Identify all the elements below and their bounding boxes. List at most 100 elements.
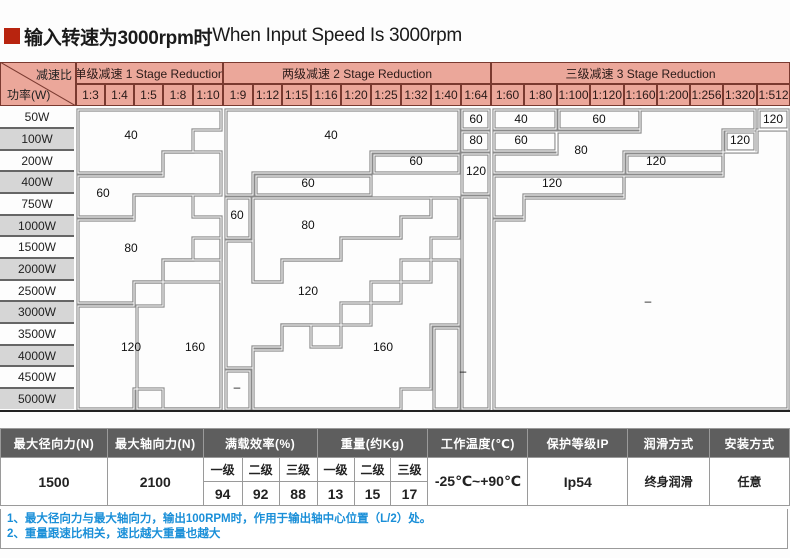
stage2-torque-120: 120 bbox=[297, 284, 319, 298]
stage2-torque-80: 80 bbox=[301, 218, 315, 232]
stage1-torque-40: 40 bbox=[124, 128, 138, 142]
stage1-torque-120: 120 bbox=[120, 340, 142, 354]
stage1-header: 单级减速 1 Stage Reduction bbox=[76, 62, 223, 84]
ratio-header: 1:200 bbox=[657, 84, 690, 106]
power-row-label: 50W bbox=[0, 106, 74, 129]
diagonal-divider-icon bbox=[0, 62, 76, 106]
power-row-label: 1500W bbox=[0, 237, 74, 259]
table-bottom-rule bbox=[0, 410, 790, 412]
axial-force-value: 2100 bbox=[106, 457, 204, 506]
stage2-ratio64-torque-120: 120 bbox=[465, 164, 487, 178]
stage2-not-available: – bbox=[459, 364, 467, 378]
mounting-header: 安装方式 bbox=[709, 428, 790, 458]
footnote-2: 2、重量跟速比相关，速比越大重量也越大 bbox=[7, 528, 221, 540]
page-title: 输入转速为3000rpm时 When Input Speed Is 3000rp… bbox=[4, 24, 462, 49]
lubrication-header: 润滑方式 bbox=[627, 428, 711, 458]
efficiency-stage-label: 三级 bbox=[278, 457, 318, 482]
title-en: When Input Speed Is 3000rpm bbox=[212, 25, 462, 46]
red-square-marker-icon bbox=[4, 28, 20, 44]
ratio-header: 1:20 bbox=[341, 84, 371, 106]
ratio-header: 1:32 bbox=[401, 84, 431, 106]
power-row-label: 4500W bbox=[0, 367, 74, 389]
radial-force-header: 最大径向力(N) bbox=[0, 428, 108, 458]
weight-header: 重量(约Kg) bbox=[316, 428, 429, 458]
ratio-header: 1:12 bbox=[253, 84, 282, 106]
weight-stage-label: 一级 bbox=[316, 457, 355, 482]
footnote-1: 1、最大径向力与最大轴向力，输出100RPM时，作用于输出轴中心位置（L/2）处… bbox=[7, 513, 432, 525]
stage2-torque-60: 60 bbox=[301, 176, 315, 190]
power-row-label: 4000W bbox=[0, 346, 74, 367]
title-cn: 输入转速为3000rpm时 bbox=[24, 27, 213, 49]
temperature-value: -25℃~+90℃ bbox=[427, 457, 529, 506]
stage2-ratio64-torque-80: 80 bbox=[469, 133, 483, 147]
stage3-torque-120: 120 bbox=[541, 176, 563, 190]
weight-value: 17 bbox=[390, 481, 429, 506]
stage1-torque-60: 60 bbox=[96, 186, 110, 200]
weight-value: 13 bbox=[316, 481, 355, 506]
ip-rating-header: 保护等级IP bbox=[527, 428, 629, 458]
stage2-torque-160: 160 bbox=[372, 340, 394, 354]
header-corner: 减速比 功率(W) bbox=[0, 62, 76, 106]
stage3-header: 三级减速 3 Stage Reduction bbox=[491, 62, 790, 84]
power-row-label: 2000W bbox=[0, 259, 74, 281]
stage3-torque-60: 60 bbox=[592, 112, 606, 126]
power-row-label: 3000W bbox=[0, 302, 74, 324]
ratio-header: 1:64 bbox=[461, 84, 491, 106]
ratio-header: 1:10 bbox=[193, 84, 223, 106]
power-row-label: 400W bbox=[0, 172, 74, 194]
stage3-torque-120: 120 bbox=[645, 154, 667, 168]
ratio-header: 1:80 bbox=[524, 84, 557, 106]
footnotes: 1、最大径向力与最大轴向力，输出100RPM时，作用于输出轴中心位置（L/2）处… bbox=[0, 509, 788, 549]
ratio-header: 1:256 bbox=[690, 84, 723, 106]
stage3-torque-120: 120 bbox=[729, 133, 751, 147]
power-row-label: 750W bbox=[0, 194, 74, 216]
stage2-torque-60: 60 bbox=[230, 208, 244, 222]
ratio-header: 1:60 bbox=[491, 84, 524, 106]
lubrication-value: 终身润滑 bbox=[627, 457, 711, 506]
stage2-header: 两级减速 2 Stage Reduction bbox=[223, 62, 491, 84]
power-row-label: 100W bbox=[0, 129, 74, 151]
power-row-label: 1000W bbox=[0, 216, 74, 237]
stage1-torque-160: 160 bbox=[184, 340, 206, 354]
efficiency-stage-label: 二级 bbox=[241, 457, 280, 482]
ratio-header: 1:120 bbox=[590, 84, 624, 106]
weight-stage-label: 二级 bbox=[353, 457, 392, 482]
ratio-header: 1:9 bbox=[223, 84, 253, 106]
ratio-header: 1:8 bbox=[163, 84, 193, 106]
efficiency-value: 88 bbox=[278, 481, 318, 506]
power-row-label: 3500W bbox=[0, 324, 74, 346]
stage2-torque-40: 40 bbox=[324, 128, 338, 142]
power-row-label: 200W bbox=[0, 151, 74, 172]
radial-force-value: 1500 bbox=[0, 457, 108, 506]
mounting-value: 任意 bbox=[709, 457, 790, 506]
efficiency-stage-label: 一级 bbox=[202, 457, 243, 482]
stage3-torque-120: 120 bbox=[762, 112, 784, 126]
ratio-header: 1:40 bbox=[431, 84, 461, 106]
power-row-label: 2500W bbox=[0, 281, 74, 302]
torque-region-outlines bbox=[76, 108, 790, 411]
power-row-label: 5000W bbox=[0, 389, 74, 409]
corner-ratio-label: 减速比 bbox=[35, 68, 72, 82]
ratio-header: 1:16 bbox=[311, 84, 341, 106]
ratio-header: 1:25 bbox=[371, 84, 401, 106]
stage3-torque-80: 80 bbox=[574, 143, 588, 157]
ratio-header: 1:160 bbox=[624, 84, 657, 106]
efficiency-header: 满载效率(%) bbox=[202, 428, 318, 458]
weight-stage-label: 三级 bbox=[390, 457, 429, 482]
stage2-not-available: – bbox=[233, 380, 241, 394]
weight-value: 15 bbox=[353, 481, 392, 506]
efficiency-value: 92 bbox=[241, 481, 280, 506]
ratio-header: 1:320 bbox=[723, 84, 757, 106]
spec-table: 最大径向力(N) 最大轴向力(N) 满载效率(%) 重量(约Kg) 工作温度(℃… bbox=[0, 428, 790, 506]
corner-power-label: 功率(W) bbox=[7, 88, 51, 102]
stage3-torque-60: 60 bbox=[514, 133, 528, 147]
ratio-header: 1:4 bbox=[105, 84, 134, 106]
stage2-ratio64-torque-60: 60 bbox=[469, 112, 483, 126]
ip-rating-value: Ip54 bbox=[527, 457, 629, 506]
temperature-header: 工作温度(℃) bbox=[427, 428, 529, 458]
stage3-torque-40: 40 bbox=[514, 112, 528, 126]
axial-force-header: 最大轴向力(N) bbox=[106, 428, 204, 458]
stage2-torque-60: 60 bbox=[409, 154, 423, 168]
efficiency-value: 94 bbox=[202, 481, 243, 506]
stage1-torque-80: 80 bbox=[124, 241, 138, 255]
